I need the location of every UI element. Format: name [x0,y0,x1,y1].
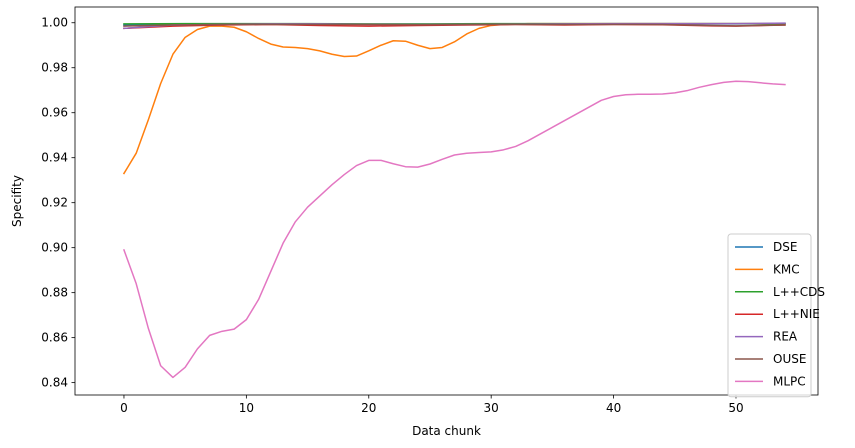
y-tick-label: 0.86 [41,331,68,345]
legend-entry: MLPC [773,374,806,388]
y-axis-ticks: 0.84 0.86 0.88 0.90 0.92 0.94 0.96 0.98 1.00 [41,16,75,390]
y-tick-label: 0.96 [41,106,68,120]
y-tick-label: 0.92 [41,196,68,210]
axes-frame [74,6,819,396]
x-tick-label: 50 [728,401,743,415]
x-tick-label: 20 [361,401,376,415]
series-line-mlpc [122,80,786,379]
legend-entry: REA [773,330,798,344]
y-tick-label: 0.90 [41,241,68,255]
y-tick-label: 0.88 [41,286,68,300]
x-tick-label: 0 [120,401,128,415]
legend-entry: OUSE [773,352,806,366]
y-axis-label: Specifity [10,175,24,227]
x-tick-label: 30 [484,401,499,415]
legend: DSE KMC L++CDS L++NIE REA OUSE MLPC [727,233,825,398]
y-tick-label: 0.84 [41,376,68,390]
y-tick-label: 0.98 [41,61,68,75]
series-line-ouse [123,23,786,27]
x-axis-label: Data chunk [412,424,481,438]
x-axis-ticks: 0 10 20 30 40 50 [120,395,744,415]
x-tick-label: 10 [239,401,254,415]
y-tick-label: 1.00 [41,16,68,30]
legend-box [727,233,812,398]
x-tick-label: 40 [606,401,621,415]
legend-entry: L++NIE [773,307,820,321]
legend-entry: KMC [773,262,800,276]
plot-area [122,22,786,379]
legend-entry: DSE [773,240,797,254]
legend-entry: L++CDS [773,285,825,299]
y-tick-label: 0.94 [41,151,68,165]
